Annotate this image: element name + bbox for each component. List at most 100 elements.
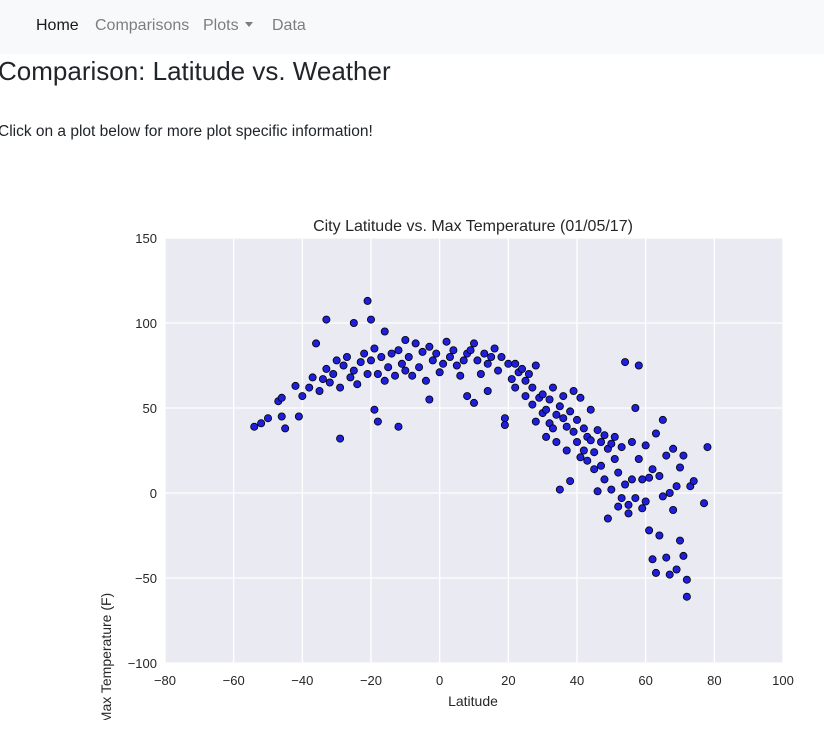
data-point: [634, 454, 643, 463]
data-point: [676, 536, 685, 545]
data-point: [576, 393, 585, 402]
data-point: [669, 444, 678, 453]
nav-home-link[interactable]: Home: [36, 17, 79, 34]
data-point: [672, 482, 681, 491]
data-point: [555, 485, 564, 494]
data-point: [676, 463, 685, 472]
data-point: [511, 359, 520, 368]
x-tick-label: 20: [501, 673, 515, 688]
data-point: [528, 383, 537, 392]
x-tick-label: 60: [638, 673, 652, 688]
data-point: [384, 363, 393, 372]
data-point: [548, 424, 557, 433]
data-point: [487, 352, 496, 361]
x-axis-label: Latitude: [448, 693, 498, 709]
nav-data-link[interactable]: Data: [272, 17, 306, 34]
data-point: [363, 369, 372, 378]
data-point: [531, 417, 540, 426]
data-point: [638, 504, 647, 513]
data-point: [555, 402, 564, 411]
data-point: [562, 446, 571, 455]
data-point: [380, 376, 389, 385]
data-point: [610, 454, 619, 463]
data-point: [548, 383, 557, 392]
data-point: [648, 555, 657, 564]
data-point: [511, 383, 520, 392]
data-points: [250, 296, 712, 601]
data-point: [281, 424, 290, 433]
data-point: [641, 441, 650, 450]
data-point: [569, 427, 578, 436]
data-point: [624, 500, 633, 509]
data-point: [380, 327, 389, 336]
data-point: [452, 361, 461, 370]
data-point: [545, 395, 554, 404]
data-point: [593, 426, 602, 435]
data-point: [373, 369, 382, 378]
data-point: [360, 349, 369, 358]
data-point: [682, 575, 691, 584]
data-point: [442, 337, 451, 346]
data-point: [614, 468, 623, 477]
data-point: [469, 398, 478, 407]
data-point: [466, 346, 475, 355]
data-point: [336, 383, 345, 392]
data-point: [610, 432, 619, 441]
data-point: [401, 335, 410, 344]
data-point: [559, 392, 568, 401]
data-point: [435, 368, 444, 377]
data-point: [277, 412, 286, 421]
chart-title: City Latitude vs. Max Temperature (01/05…: [313, 218, 633, 235]
data-point: [500, 420, 509, 429]
caret-down-icon: [244, 22, 253, 27]
data-point: [573, 415, 582, 424]
data-point: [336, 434, 345, 443]
data-point: [658, 415, 667, 424]
data-point: [463, 392, 472, 401]
data-point: [408, 371, 417, 380]
data-point: [411, 339, 420, 348]
x-tick-label: 80: [707, 673, 721, 688]
data-point: [349, 366, 358, 375]
data-point: [363, 296, 372, 305]
data-point: [627, 475, 636, 484]
grid-lines: [164, 237, 784, 664]
data-point: [349, 319, 358, 328]
data-point: [528, 400, 537, 409]
y-tick-labels: −100 −50 0 50 100 150: [128, 231, 157, 671]
data-point: [322, 364, 331, 373]
data-point: [645, 473, 654, 482]
data-point: [562, 422, 571, 431]
data-point: [645, 526, 654, 535]
data-point: [559, 414, 568, 423]
data-point: [662, 553, 671, 562]
data-point: [607, 439, 616, 448]
data-point: [651, 429, 660, 438]
data-point: [370, 405, 379, 414]
x-tick-label: −20: [360, 673, 382, 688]
nav-comparisons-link[interactable]: Comparisons: [95, 17, 190, 34]
data-point: [257, 419, 266, 428]
x-tick-label: 40: [570, 673, 584, 688]
data-point: [483, 359, 492, 368]
data-point: [641, 497, 650, 506]
data-point: [679, 451, 688, 460]
data-point: [507, 375, 516, 384]
x-tick-labels: −80 −60 −40 −20 0 20 40 60 80 100: [154, 673, 794, 688]
data-point: [421, 376, 430, 385]
y-tick-label: 150: [135, 231, 157, 246]
data-point: [401, 366, 410, 375]
y-tick-label: 0: [150, 486, 157, 501]
data-point: [579, 424, 588, 433]
data-point: [377, 352, 386, 361]
data-point: [480, 349, 489, 358]
data-point: [542, 405, 551, 414]
nav-plots-dropdown[interactable]: Plots: [203, 17, 253, 35]
scatter-chart[interactable]: −80 −60 −40 −20 0 20 40 60 80 100 −100 −50 0 50 100 15…: [0, 205, 824, 723]
data-point: [325, 378, 334, 387]
data-point: [586, 405, 595, 414]
data-point: [332, 356, 341, 365]
data-point: [456, 371, 465, 380]
plot-link[interactable]: −80 −60 −40 −20 0 20 40 60 80 100 −100 −50 0 50 100 15…: [0, 205, 824, 725]
data-point: [672, 565, 681, 574]
